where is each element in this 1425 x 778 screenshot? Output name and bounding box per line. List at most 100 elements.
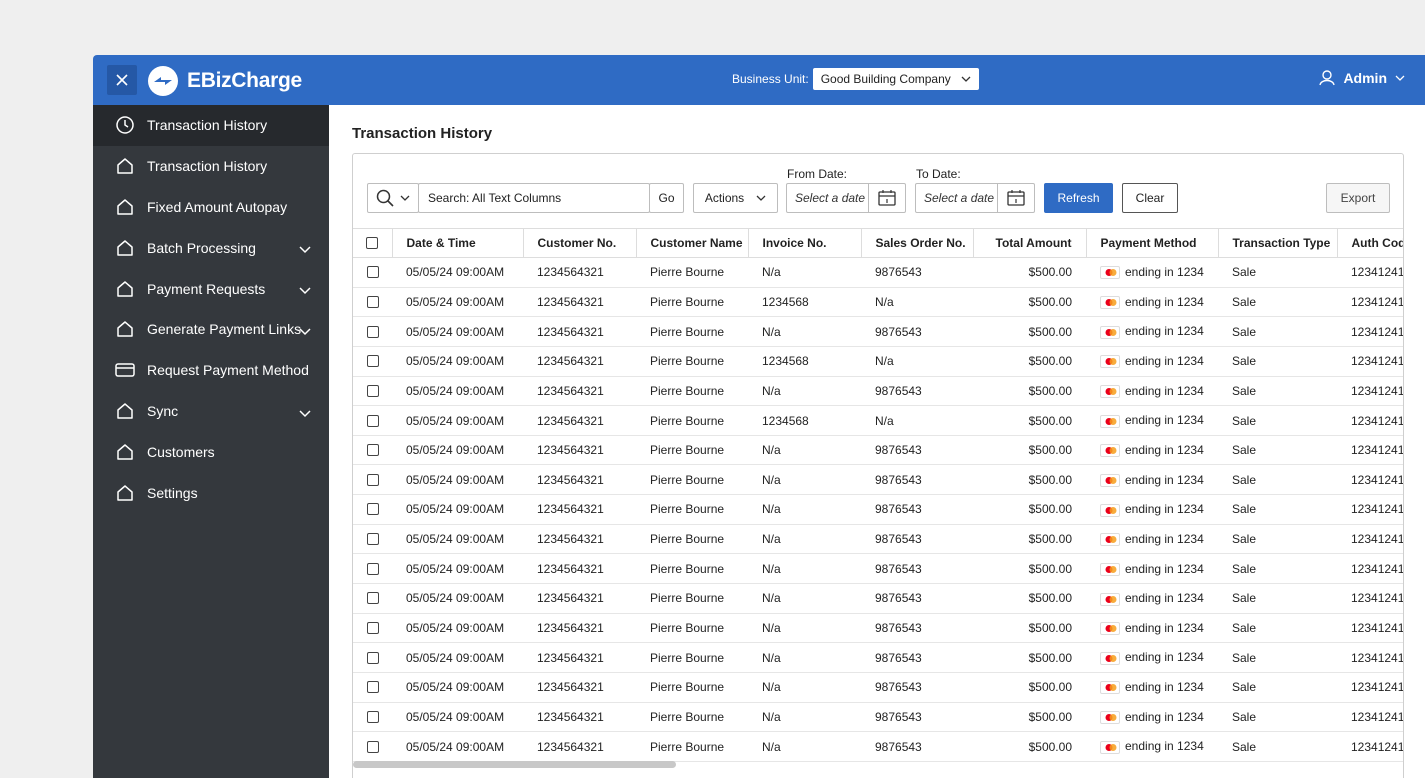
payment-method-cell: ending in 1234: [1086, 257, 1218, 288]
sidebar-item[interactable]: Transaction History: [93, 105, 329, 146]
select-cell: [353, 583, 392, 614]
sidebar-item[interactable]: Transaction History: [93, 146, 329, 187]
business-unit: Business Unit: Good Building Company: [732, 68, 979, 90]
sidebar-chevron: [299, 405, 311, 421]
refresh-label: Refresh: [1057, 191, 1100, 205]
checkbox[interactable]: [366, 592, 379, 605]
business-unit-select[interactable]: Good Building Company: [812, 68, 979, 90]
table-cell: 05/05/24 09:00AM: [392, 731, 523, 762]
checkbox[interactable]: [366, 681, 379, 694]
select-cell: [353, 524, 392, 555]
table-cell: 12341241: [1337, 287, 1403, 318]
from-date-placeholder: Select a date: [795, 191, 866, 205]
checkbox[interactable]: [366, 325, 379, 338]
sidebar-item[interactable]: Batch Processing: [93, 227, 329, 268]
card-brand-icon: [1100, 740, 1120, 754]
table-cell: 1234564321: [523, 702, 636, 733]
checkbox[interactable]: [366, 266, 379, 279]
table-cell: $500.00: [973, 287, 1086, 318]
sidebar-item[interactable]: Payment Requests: [93, 268, 329, 309]
sidebar-item[interactable]: Settings: [93, 472, 329, 513]
scrollbar[interactable]: [353, 761, 676, 768]
checkbox[interactable]: [366, 533, 379, 546]
sidebar-item[interactable]: Sync: [93, 391, 329, 432]
refresh-button[interactable]: Refresh: [1044, 183, 1113, 213]
table-cell: 1234564321: [523, 287, 636, 318]
sidebar-label: Fixed Amount Autopay: [147, 198, 288, 215]
table-cell: 05/05/24 09:00AM: [392, 553, 523, 585]
table-cell: 05/05/24 09:00AM: [392, 346, 523, 377]
table-row: 05/05/24 09:00AM 1234564321 Pierre Bourne N…: [353, 524, 1403, 555]
select-cell: [353, 257, 392, 288]
sidebar-item[interactable]: Request Payment Method: [93, 350, 329, 391]
checkbox[interactable]: [366, 562, 379, 575]
header-row: Date & Time Customer No. Customer Name Invo…: [353, 228, 1403, 258]
table-cell: 12341241: [1337, 376, 1403, 407]
sidebar-icon: [115, 484, 135, 502]
select-cell: [353, 287, 392, 318]
checkbox[interactable]: [366, 237, 379, 249]
payment-method-cell: ending in 1234: [1086, 672, 1218, 703]
actions-button[interactable]: Actions: [693, 183, 778, 213]
card-brand-icon: [1100, 325, 1120, 339]
checkbox[interactable]: [366, 384, 379, 397]
table-cell: Pierre Bourne: [636, 642, 748, 673]
table-row: 05/05/24 09:00AM 1234564321 Pierre Bourne N…: [353, 464, 1403, 496]
go-button[interactable]: Go: [649, 183, 684, 213]
search-scope[interactable]: [367, 183, 419, 213]
table-cell: $500.00: [973, 613, 1086, 644]
table-cell: Pierre Bourne: [636, 257, 748, 288]
table-cell: 12341241: [1337, 316, 1403, 347]
sidebar-item[interactable]: Generate Payment Links: [93, 309, 329, 350]
table-cell: 05/05/24 09:00AM: [392, 464, 523, 496]
select-cell: [353, 553, 392, 585]
card-brand-icon: [1100, 385, 1120, 399]
from-date-input[interactable]: Select a date: [786, 183, 906, 213]
checkbox[interactable]: [366, 622, 379, 634]
column-header: Transaction Type: [1218, 228, 1338, 258]
checkbox[interactable]: [366, 414, 379, 427]
table-cell: Sale: [1218, 405, 1337, 436]
user-menu[interactable]: Admin: [1319, 70, 1405, 86]
to-date-label: To Date:: [916, 167, 961, 181]
sidebar-icon: [115, 198, 135, 216]
payment-method-cell: ending in 1234: [1086, 731, 1218, 762]
sidebar-icon: [115, 443, 135, 461]
checkbox[interactable]: [366, 355, 379, 368]
checkbox[interactable]: [366, 473, 379, 486]
clear-button[interactable]: Clear: [1122, 183, 1178, 213]
table-cell: N/a: [748, 553, 861, 585]
sidebar-item[interactable]: Customers: [93, 431, 329, 472]
search-input[interactable]: Search: All Text Columns: [418, 183, 650, 213]
sidebar: Transaction History Transaction History Fi…: [93, 105, 329, 778]
checkbox[interactable]: [366, 651, 379, 664]
export-button[interactable]: Export: [1326, 183, 1390, 213]
panel: Search: All Text Columns Go Actions From…: [352, 153, 1404, 778]
sidebar-label: Transaction History: [147, 158, 268, 175]
close-button[interactable]: [107, 65, 137, 95]
table-cell: N/a: [861, 346, 973, 377]
select-cell: [353, 731, 392, 762]
sidebar-label: Request Payment Method: [147, 362, 309, 379]
table-cell: Pierre Bourne: [636, 346, 748, 377]
table-cell: 05/05/24 09:00AM: [392, 613, 523, 644]
to-date-input[interactable]: Select a date: [915, 183, 1035, 213]
checkbox[interactable]: [366, 740, 379, 753]
checkbox[interactable]: [366, 295, 379, 308]
payment-method: ending in 1234: [1125, 472, 1204, 487]
payment-method: ending in 1234: [1125, 561, 1204, 576]
table-cell: 9876543: [861, 613, 973, 644]
sidebar-item[interactable]: Fixed Amount Autopay: [93, 187, 329, 228]
table-cell: Pierre Bourne: [636, 731, 748, 762]
checkbox[interactable]: [366, 710, 379, 723]
payment-method-cell: ending in 1234: [1086, 287, 1218, 318]
table-row: 05/05/24 09:00AM 1234564321 Pierre Bourne N…: [353, 613, 1403, 644]
select-cell: [353, 435, 392, 466]
checkbox[interactable]: [366, 503, 379, 516]
table-cell: Sale: [1218, 731, 1337, 762]
table-cell: 1234564321: [523, 257, 636, 288]
card-brand-icon: [1100, 711, 1120, 725]
table-cell: 1234564321: [523, 316, 636, 347]
checkbox[interactable]: [366, 444, 379, 457]
table-cell: Pierre Bourne: [636, 583, 748, 614]
